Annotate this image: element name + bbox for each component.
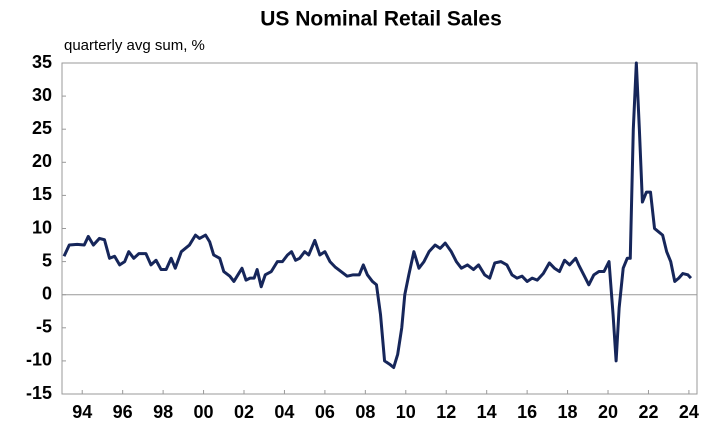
x-tick-label: 12	[436, 402, 456, 422]
chart-title: US Nominal Retail Sales	[260, 8, 502, 31]
line-series	[62, 61, 693, 370]
y-tick-label: -10	[26, 350, 52, 370]
x-tick-label: 10	[396, 402, 416, 422]
x-tick-label: 94	[72, 402, 92, 422]
x-tick-label: 02	[234, 402, 254, 422]
y-tick-label: 5	[42, 250, 52, 270]
x-tick-label: 98	[153, 402, 173, 422]
x-tick-label: 22	[638, 402, 658, 422]
y-tick-label: 35	[32, 52, 52, 72]
y-tick-label: 10	[32, 217, 52, 237]
x-tick-label: 18	[558, 402, 578, 422]
chart-subtitle: quarterly avg sum, %	[64, 37, 205, 54]
x-tick-label: 06	[315, 402, 335, 422]
x-tick-label: 24	[679, 402, 699, 422]
y-tick-label: 25	[32, 118, 52, 138]
x-tick-label: 00	[194, 402, 214, 422]
x-tick-label: 14	[477, 402, 497, 422]
y-tick-label: -5	[36, 317, 52, 337]
x-tick-label: 04	[274, 402, 294, 422]
y-tick-label: 30	[32, 85, 52, 105]
y-tick-label: -15	[26, 383, 52, 403]
y-tick-label: 20	[32, 151, 52, 171]
y-tick-label: 0	[42, 283, 52, 303]
x-tick-label: 96	[113, 402, 133, 422]
x-tick-label: 20	[598, 402, 618, 422]
y-tick-label: 15	[32, 184, 52, 204]
x-tick-label: 16	[517, 402, 537, 422]
x-tick-label: 08	[355, 402, 375, 422]
plot-frame	[61, 62, 698, 395]
